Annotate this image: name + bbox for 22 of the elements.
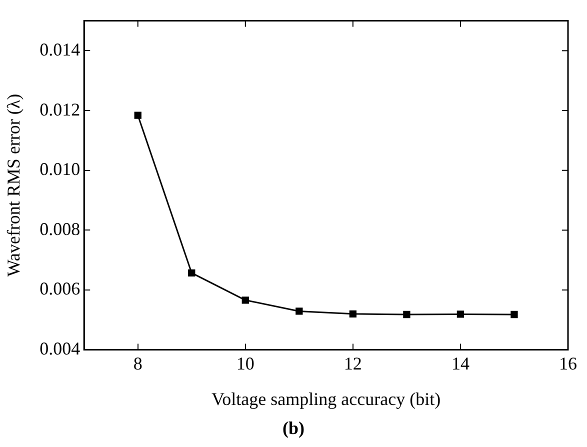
x-tick-label: 12 [344, 353, 362, 374]
y-tick-label: 0.014 [40, 39, 80, 60]
point [403, 310, 410, 318]
text: (b) [282, 418, 306, 439]
point [349, 310, 357, 318]
y-tick-label: 0.006 [40, 278, 80, 299]
x-tick-label: 16 [559, 353, 577, 374]
x-tick-label: 14 [451, 353, 470, 374]
y-tick-label: 0.010 [40, 159, 80, 180]
x-tick-label: 8 [133, 353, 142, 374]
point [242, 296, 249, 304]
point [510, 310, 518, 318]
y-axis-title: Wavefront RMS error (λ) [4, 94, 24, 277]
point [456, 310, 464, 318]
point [134, 112, 142, 119]
y-tick-label: 0.004 [40, 338, 80, 359]
point [188, 269, 196, 277]
x-tick-label: 10 [236, 353, 254, 374]
point [296, 308, 303, 315]
y-tick-label: 0.008 [40, 218, 80, 239]
x-axis-title: Voltage sampling accuracy (bit) [212, 388, 441, 409]
y-tick-label: 0.012 [40, 99, 80, 120]
